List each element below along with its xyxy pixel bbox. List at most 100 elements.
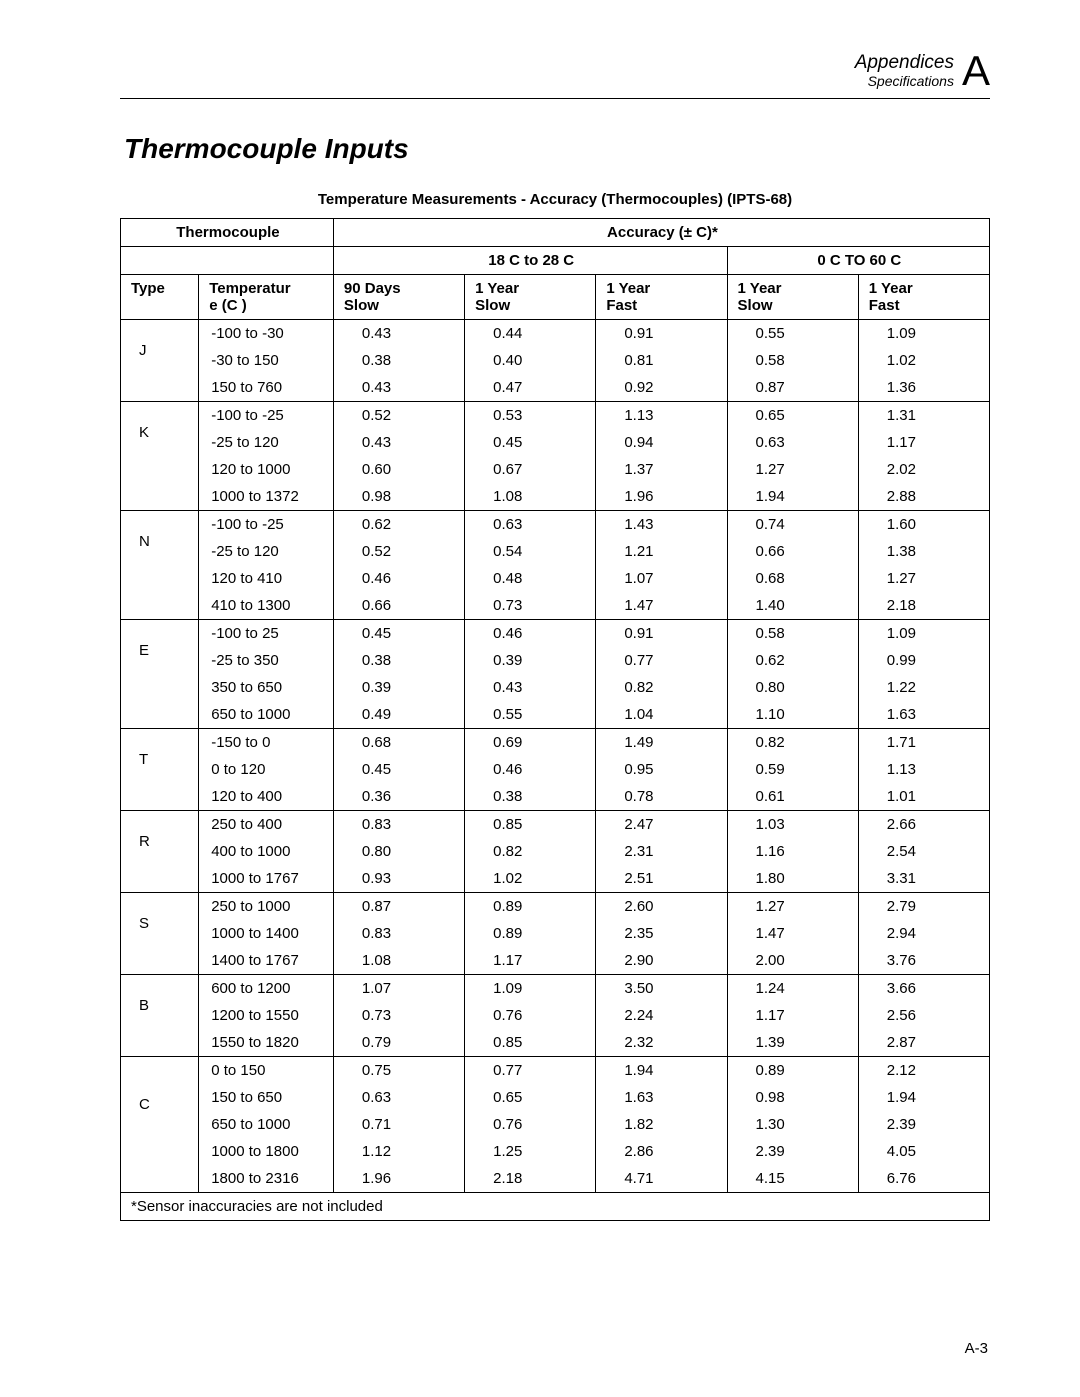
value-cell: 0.65 (727, 402, 858, 430)
type-cell: E (121, 620, 199, 729)
header-appendices: Appendices (855, 53, 954, 74)
value-cell: 0.91 (596, 620, 727, 648)
value-cell: 4.05 (858, 1138, 989, 1165)
value-cell: 2.18 (465, 1165, 596, 1193)
range-cell: 1400 to 1767 (199, 947, 334, 975)
table-row: -25 to 1200.520.541.210.661.38 (121, 538, 990, 565)
range-cell: 410 to 1300 (199, 592, 334, 620)
value-cell: 2.24 (596, 1002, 727, 1029)
value-cell: 1.37 (596, 456, 727, 483)
value-cell: 1.63 (858, 701, 989, 729)
value-cell: 0.65 (465, 1084, 596, 1111)
table-row: 1000 to 17670.931.022.511.803.31 (121, 865, 990, 893)
value-cell: 2.51 (596, 865, 727, 893)
type-cell: C (121, 1057, 199, 1193)
value-cell: 2.12 (858, 1057, 989, 1085)
value-cell: 0.39 (465, 647, 596, 674)
value-cell: 1.12 (333, 1138, 464, 1165)
table-row: 0 to 1200.450.460.950.591.13 (121, 756, 990, 783)
value-cell: 0.89 (465, 920, 596, 947)
value-cell: 0.48 (465, 565, 596, 592)
value-cell: 0.43 (333, 429, 464, 456)
table-footnote: *Sensor inaccuracies are not included (121, 1193, 990, 1221)
type-cell: S (121, 893, 199, 975)
value-cell: 3.31 (858, 865, 989, 893)
value-cell: 0.80 (727, 674, 858, 701)
value-cell: 0.44 (465, 320, 596, 348)
value-cell: 1.82 (596, 1111, 727, 1138)
value-cell: 0.89 (465, 893, 596, 921)
value-cell: 0.63 (727, 429, 858, 456)
value-cell: 0.46 (333, 565, 464, 592)
table-row: 120 to 4100.460.481.070.681.27 (121, 565, 990, 592)
value-cell: 2.32 (596, 1029, 727, 1057)
value-cell: 1.13 (596, 402, 727, 430)
range-cell: 1550 to 1820 (199, 1029, 334, 1057)
table-row: 650 to 10000.710.761.821.302.39 (121, 1111, 990, 1138)
table-row: 120 to 4000.360.380.780.611.01 (121, 783, 990, 811)
table-row: -25 to 1200.430.450.940.631.17 (121, 429, 990, 456)
value-cell: 0.40 (465, 347, 596, 374)
table-row: T-150 to 00.680.691.490.821.71 (121, 729, 990, 757)
range-cell: 1000 to 1372 (199, 483, 334, 511)
value-cell: 0.60 (333, 456, 464, 483)
range-cell: 1000 to 1800 (199, 1138, 334, 1165)
range-cell: 600 to 1200 (199, 975, 334, 1003)
th-accuracy: Accuracy (± C)* (333, 219, 989, 247)
value-cell: 1.10 (727, 701, 858, 729)
value-cell: 2.39 (858, 1111, 989, 1138)
value-cell: 0.93 (333, 865, 464, 893)
value-cell: 4.71 (596, 1165, 727, 1193)
range-cell: -30 to 150 (199, 347, 334, 374)
table-row: 1550 to 18200.790.852.321.392.87 (121, 1029, 990, 1057)
value-cell: 2.18 (858, 592, 989, 620)
value-cell: 0.83 (333, 811, 464, 839)
value-cell: 0.85 (465, 1029, 596, 1057)
value-cell: 4.15 (727, 1165, 858, 1193)
range-cell: 1200 to 1550 (199, 1002, 334, 1029)
value-cell: 0.73 (333, 1002, 464, 1029)
value-cell: 2.90 (596, 947, 727, 975)
range-cell: -100 to -25 (199, 511, 334, 539)
value-cell: 0.75 (333, 1057, 464, 1085)
th-range-0-60: 0 C TO 60 C (727, 247, 989, 275)
value-cell: 3.76 (858, 947, 989, 975)
value-cell: 2.60 (596, 893, 727, 921)
value-cell: 0.36 (333, 783, 464, 811)
value-cell: 0.78 (596, 783, 727, 811)
value-cell: 1.21 (596, 538, 727, 565)
value-cell: 1.27 (858, 565, 989, 592)
range-cell: -150 to 0 (199, 729, 334, 757)
value-cell: 0.87 (727, 374, 858, 402)
value-cell: 1.27 (727, 456, 858, 483)
value-cell: 1.17 (727, 1002, 858, 1029)
value-cell: 0.63 (465, 511, 596, 539)
value-cell: 1.47 (727, 920, 858, 947)
header-specifications: Specifications (855, 74, 954, 89)
value-cell: 1.40 (727, 592, 858, 620)
value-cell: 0.71 (333, 1111, 464, 1138)
value-cell: 0.38 (333, 347, 464, 374)
table-row: S250 to 10000.870.892.601.272.79 (121, 893, 990, 921)
value-cell: 1.31 (858, 402, 989, 430)
range-cell: -25 to 120 (199, 538, 334, 565)
table-row: C0 to 1500.750.771.940.892.12 (121, 1057, 990, 1085)
value-cell: 0.55 (465, 701, 596, 729)
value-cell: 1.17 (858, 429, 989, 456)
value-cell: 0.89 (727, 1057, 858, 1085)
table-row: 1000 to 14000.830.892.351.472.94 (121, 920, 990, 947)
value-cell: 0.95 (596, 756, 727, 783)
th-temperature: Temperature (C ) (199, 275, 334, 320)
value-cell: 2.47 (596, 811, 727, 839)
value-cell: 0.43 (465, 674, 596, 701)
type-cell: R (121, 811, 199, 893)
value-cell: 2.02 (858, 456, 989, 483)
value-cell: 0.66 (333, 592, 464, 620)
value-cell: 0.55 (727, 320, 858, 348)
range-cell: 150 to 650 (199, 1084, 334, 1111)
value-cell: 0.61 (727, 783, 858, 811)
value-cell: 0.87 (333, 893, 464, 921)
value-cell: 0.49 (333, 701, 464, 729)
value-cell: 1.07 (596, 565, 727, 592)
value-cell: 1.43 (596, 511, 727, 539)
